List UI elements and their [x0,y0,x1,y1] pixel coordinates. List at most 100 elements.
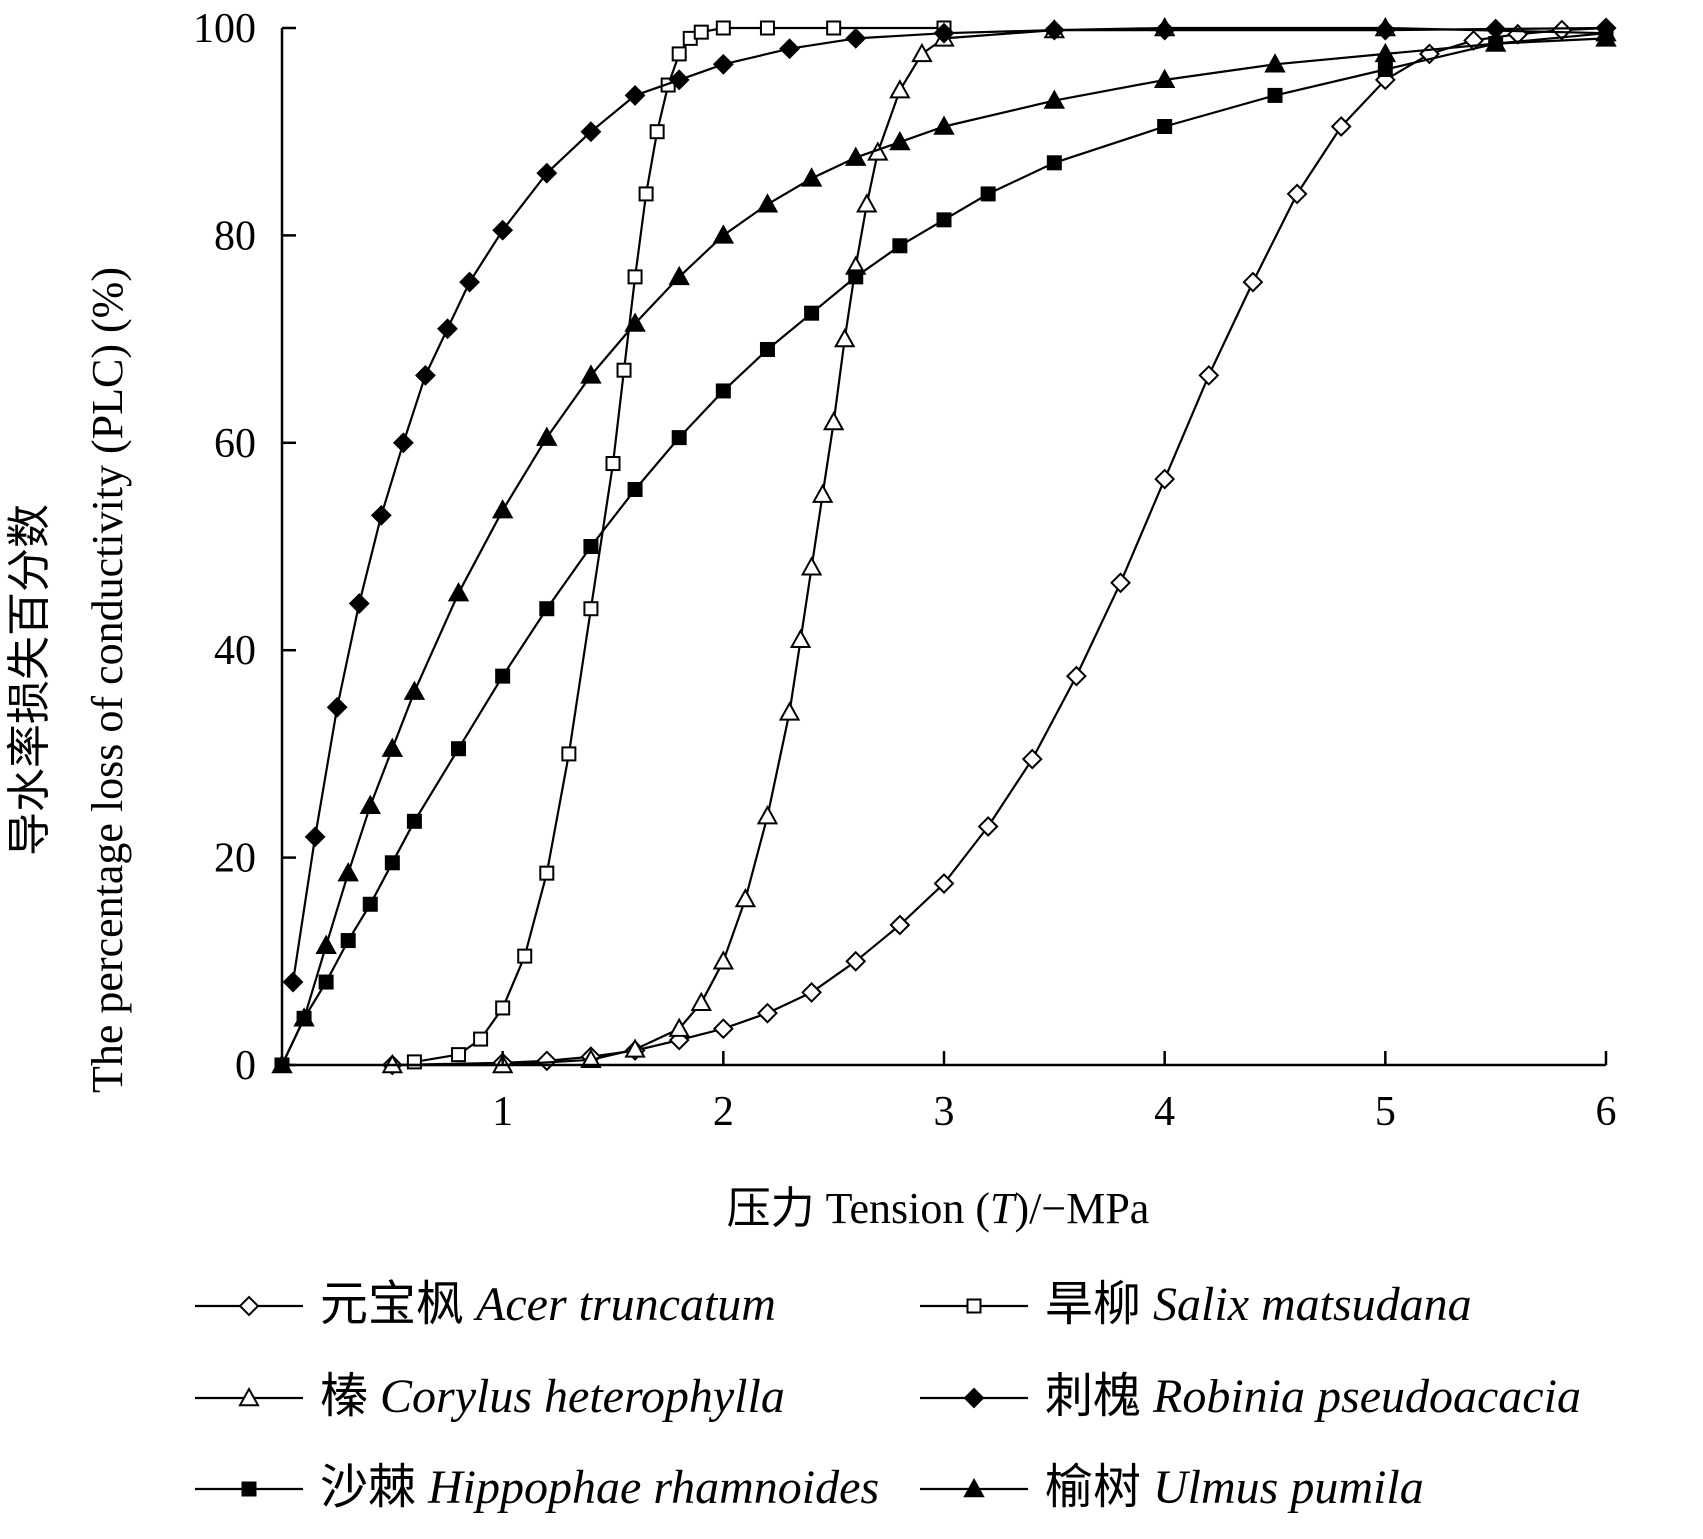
series-3-point-6 [415,364,436,386]
series-line-2 [392,26,1607,1067]
series-5-point-10 [580,364,602,384]
series-1-point-11 [638,186,654,202]
series-1-point-17 [715,20,731,36]
series-4-point-3 [340,933,356,949]
series-4-point-17 [892,238,908,254]
series-5-point-19 [1043,89,1066,109]
series-3-point-11 [580,121,602,143]
series-4-point-14 [759,341,775,357]
legend-marker-5 [963,1477,985,1498]
series-1-point-6 [561,746,577,762]
series-3-point-12 [624,84,646,106]
series-0-point-6 [712,1018,734,1040]
series-5-point-14 [756,193,779,213]
series-2-point-3 [624,1038,646,1058]
series-1-point-5 [539,865,555,881]
series-3-point-16 [845,27,867,49]
x-tick-label-1: 1 [492,1089,513,1135]
series-4-point-8 [495,668,511,684]
legend-marker-1 [966,1298,982,1314]
series-2-point-11 [800,556,823,576]
series-5-point-22 [1374,42,1397,63]
series-line-5 [281,37,1607,1066]
series-0-point-14 [1065,665,1087,687]
legend-item-5: 榆树 Ulmus pumila [920,1461,1424,1514]
y-tick-label-0: 0 [235,1043,256,1089]
series-1-point-8 [605,456,621,472]
series-4-point-16 [848,269,864,285]
series-2-point-7 [734,888,757,908]
legend-marker-4 [241,1481,257,1497]
x-tick-label-4: 4 [1154,1089,1175,1135]
legend-label-cn-0: 元宝枫 [320,1278,476,1331]
series-4-point-7 [451,741,467,757]
series-5-point-17 [889,131,911,151]
series-line-4 [281,32,1607,1066]
series-1-point-10 [627,269,643,285]
legend-label-latin-1: Salix matsudana [1153,1278,1472,1331]
series-3-point-13 [668,69,690,91]
series-4-point-23 [1377,61,1393,77]
legend-label-cn-2: 榛 [320,1370,380,1423]
legend-label-3: 刺槐 Robinia pseudoacacia [1045,1370,1581,1423]
plot-area [271,16,1617,1076]
series-0-point-10 [889,914,911,936]
series-5-point-24 [1595,27,1617,47]
series-4-point-5 [384,855,400,871]
series-2-point-4 [668,1017,690,1037]
series-2-point-19 [911,42,933,63]
series-3-point-7 [437,318,458,340]
series-4-point-4 [362,896,378,912]
series-1-point-14 [671,46,687,62]
x-axis-title: 压力 Tension (T)/−MPa [727,1184,1150,1233]
series-acer-truncatum [381,17,1617,1076]
series-1-point-16 [693,24,709,40]
series-1-point-18 [759,20,775,36]
x-tick-label-6: 6 [1596,1089,1617,1135]
series-4-point-10 [583,539,599,554]
series-2-point-5 [690,991,712,1011]
series-2-point-10 [789,628,812,649]
x-tick-label-5: 5 [1375,1089,1396,1135]
series-2-point-18 [889,79,911,99]
series-3-point-0 [282,971,304,993]
series-0-point-9 [845,950,867,972]
legend-item-0: 元宝枫 Acer truncatum [195,1278,776,1331]
x-axis-title-unit: )/−MPa [1015,1184,1150,1233]
series-1-point-12 [649,124,665,140]
x-tick-label-2: 2 [713,1089,734,1135]
series-4-point-18 [936,212,952,228]
series-corylus-heterophylla [381,16,1617,1074]
series-5-point-2 [315,934,337,954]
series-1-point-19 [826,20,842,36]
series-line-1 [414,26,944,1063]
series-4-point-6 [406,813,422,829]
series-5-point-15 [800,167,823,187]
series-5-point-9 [536,426,558,446]
series-3-point-15 [779,38,800,60]
series-2-point-6 [712,950,735,970]
series-5-point-21 [1264,53,1286,73]
series-5-point-18 [933,115,955,135]
series-hippophae-rhamnoides [274,25,1614,1073]
series-4-point-12 [671,430,687,446]
legend-marker-3 [963,1387,985,1409]
series-3-point-18 [1043,19,1065,41]
series-5-point-1 [293,1007,315,1027]
series-2-point-16 [856,193,878,213]
series-2-point-13 [822,411,845,431]
y-axis-title-en: The percentage loss of conductivity (PLC… [83,267,132,1093]
series-1-point-2 [473,1031,489,1047]
series-5-point-20 [1153,68,1176,89]
legend-label-latin-4: Hippophae rhamnoides [427,1461,879,1514]
series-0-point-7 [757,1002,778,1024]
legend-label-cn-3: 刺槐 [1045,1370,1153,1423]
x-tick-label-3: 3 [934,1089,955,1135]
series-4-point-15 [804,305,820,321]
series-1-point-4 [517,948,533,964]
legend-marker-0 [238,1295,260,1317]
series-5-point-5 [381,737,404,757]
series-3-point-20 [1374,19,1396,41]
legend-label-latin-5: Ulmus pumila [1153,1461,1424,1514]
